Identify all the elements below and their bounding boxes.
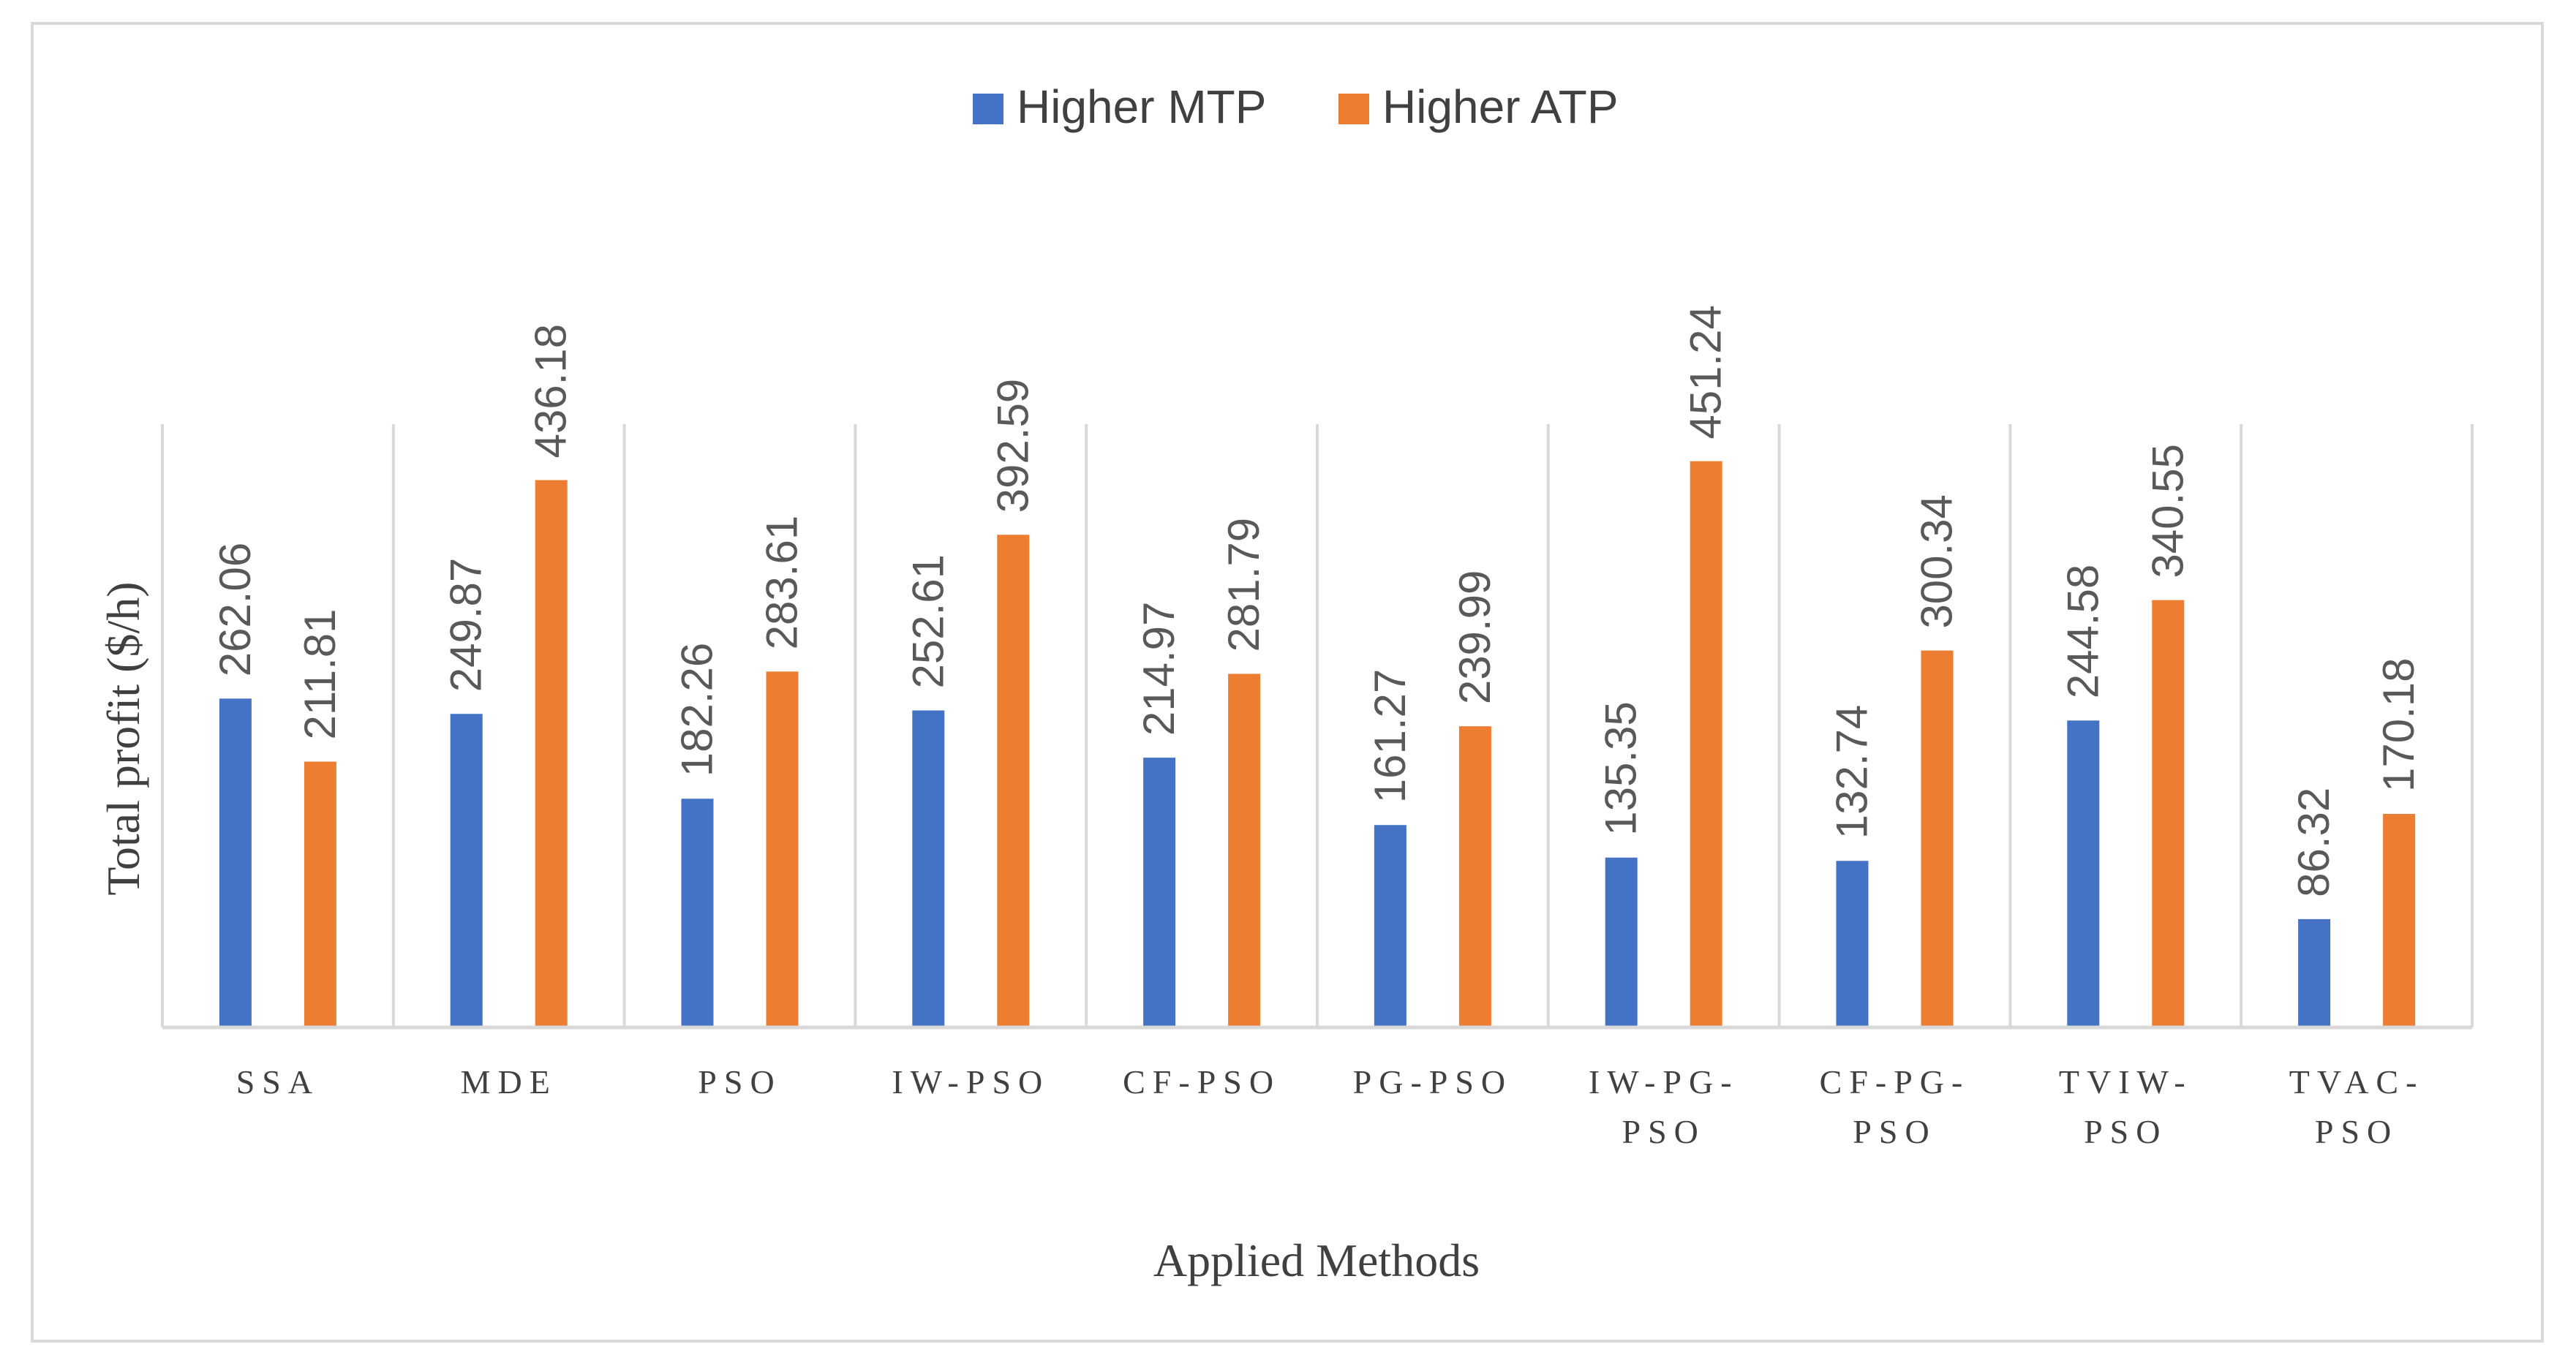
bar-higher-mtp [1605,857,1638,1027]
data-labels: 262.06 249.87 182.26 252.61 214.97 161.27 135.… [211,305,2423,897]
x-axis-title: Applied Methods [1153,1234,1480,1286]
data-label: 161.27 [1366,669,1415,804]
bar-higher-mtp [912,710,945,1027]
data-label: 132.74 [1828,705,1877,839]
bar-higher-mtp [219,698,252,1027]
bar-higher-atp [2152,600,2185,1027]
data-label: 244.58 [2058,565,2107,699]
bar-higher-mtp [1374,825,1406,1027]
bar-higher-mtp [681,799,714,1027]
bar-higher-atp [304,761,336,1027]
legend-swatch-higher-atp [1338,94,1369,124]
x-tick-label: PG-PSO [1353,1063,1513,1101]
data-label: 392.59 [988,379,1037,513]
x-tick-label: CF-PSO [1123,1063,1281,1101]
data-label: 135.35 [1597,701,1646,836]
data-label: 436.18 [527,324,576,459]
data-label: 182.26 [673,643,722,777]
x-tick-label: TVIW-PSO [2059,1063,2193,1150]
data-label: 86.32 [2289,788,2338,897]
bar-higher-mtp [2298,918,2331,1027]
x-tick-label: IW-PG-PSO [1589,1063,1739,1150]
x-tick-label: IW-PSO [892,1063,1050,1101]
x-tick-label: SSA [236,1063,320,1101]
bar-higher-atp [997,535,1030,1027]
bar-higher-mtp [450,714,483,1027]
bar-higher-atp [1690,461,1722,1027]
bar-higher-mtp [1836,861,1869,1027]
x-tick-labels: SSA MDE PSO IW-PSO CF-PSO PG-PSO IW-PG-PSO CF-P… [236,1063,2425,1150]
data-label: 211.81 [295,608,344,739]
data-label: 262.06 [211,543,260,677]
legend-swatch-higher-mtp [973,94,1003,124]
bar-higher-atp [1228,673,1261,1027]
data-label: 252.61 [903,554,952,689]
bar-higher-atp [535,480,568,1027]
bar-higher-atp [1921,650,1954,1027]
data-label: 170.18 [2374,657,2423,792]
x-tick-label: PSO [698,1063,781,1101]
data-label: 281.79 [1219,518,1268,652]
bar-higher-atp [766,671,799,1027]
data-label: 214.97 [1134,602,1183,736]
x-tick-label: TVAC-PSO [2289,1063,2425,1150]
bar-higher-mtp [1143,758,1176,1027]
chart-frame [31,22,2544,1343]
y-axis-title: Total profit ($/h) [97,581,149,895]
legend-label-higher-atp: Higher ATP [1382,80,1619,133]
bar-higher-mtp [2067,720,2100,1027]
data-label: 239.99 [1450,570,1499,705]
legend: Higher MTP Higher ATP [973,80,1619,133]
x-tick-label: CF-PG-PSO [1820,1063,1970,1150]
data-label: 249.87 [442,558,491,693]
data-label: 300.34 [1913,494,1962,629]
data-label: 340.55 [2143,444,2192,578]
bar-higher-atp [2383,813,2416,1027]
gridlines [161,424,2474,1027]
bar-higher-atp [1458,726,1491,1027]
bars [219,461,2416,1027]
data-label: 283.61 [758,516,807,650]
legend-label-higher-mtp: Higher MTP [1017,80,1266,133]
data-label: 451.24 [1681,305,1730,439]
x-tick-label: MDE [461,1063,557,1101]
